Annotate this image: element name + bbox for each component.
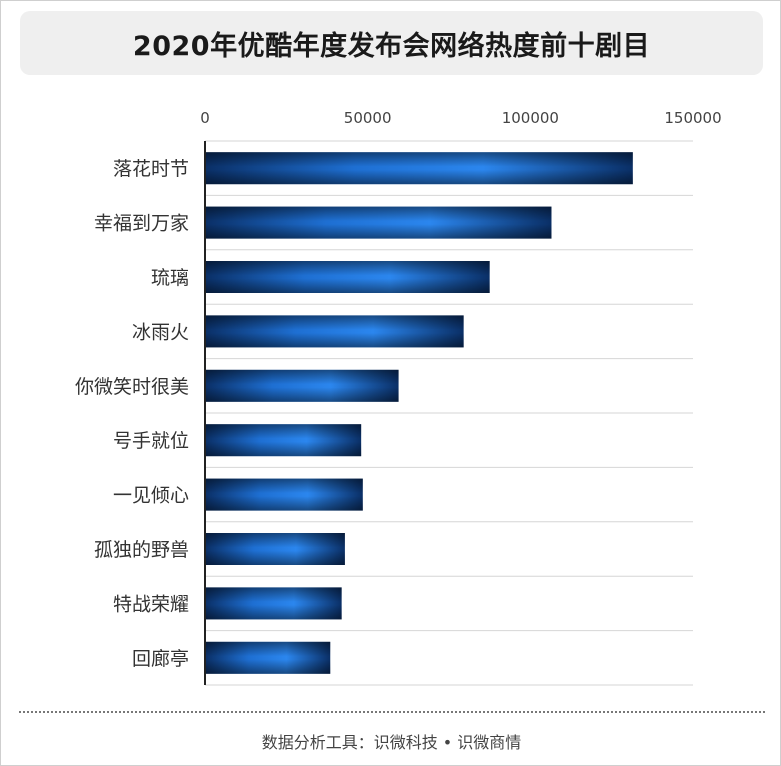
category-label: 冰雨火 [132,321,189,343]
bars [205,152,633,674]
bar [205,641,331,674]
chart-title: 2020年优酷年度发布会网络热度前十剧目 [132,30,651,62]
category-label: 号手就位 [113,430,189,452]
category-label: 落花时节 [113,158,189,180]
bar [205,315,464,348]
bar [205,587,342,620]
category-label: 孤独的野兽 [94,539,189,561]
bar [205,533,345,565]
row-separators [205,140,693,686]
bar-chart: 0 50000 100000 150000 落花时节幸福到万家琉璃冰雨火你微笑时很美号… [75,109,722,686]
bar [205,206,552,239]
bar [205,424,362,457]
bar [205,478,363,511]
x-tick-label: 100000 [502,109,559,127]
bar [205,369,399,402]
category-label: 琉璃 [151,267,189,289]
category-label: 一见倾心 [113,485,189,507]
category-label: 你微笑时很美 [75,376,189,398]
x-tick-label: 150000 [664,109,721,127]
bar [205,261,490,293]
footer-source: 数据分析工具：识微科技 • 识微商情 [261,733,522,752]
x-tick-label: 0 [200,109,210,127]
category-label: 回廊亭 [132,648,189,670]
category-label: 幸福到万家 [94,213,189,235]
title-banner: 2020年优酷年度发布会网络热度前十剧目 [20,11,763,75]
category-label: 特战荣耀 [113,593,189,615]
x-axis-ticks: 0 50000 100000 150000 [200,109,721,127]
bar [205,152,633,185]
footer-divider [19,711,765,713]
x-tick-label: 50000 [344,109,392,127]
